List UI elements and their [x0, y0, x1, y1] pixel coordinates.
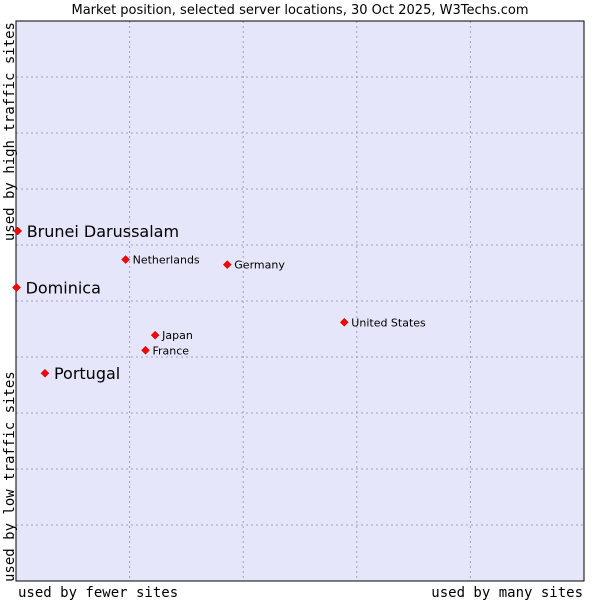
x-axis-label-left: used by fewer sites: [18, 585, 178, 600]
y-axis-label-bottom: used by low traffic sites: [2, 371, 18, 582]
point-label-dominica: Dominica: [26, 279, 101, 298]
plot-frame: [15, 20, 585, 582]
point-label-france: France: [153, 344, 190, 357]
plot-area: [16, 21, 584, 581]
point-marker-united-states: [339, 317, 349, 327]
point-marker-netherlands: [121, 255, 130, 264]
point-marker-brunei-darussalam: [13, 226, 23, 236]
grid-lines: [16, 21, 584, 581]
point-label-portugal: Portugal: [54, 364, 120, 383]
point-marker-france: [141, 345, 150, 355]
chart-title: Market position, selected server locatio…: [71, 3, 528, 18]
y-axis-label-top: used by high traffic sites: [2, 22, 18, 241]
point-label-netherlands: Netherlands: [133, 254, 200, 267]
point-marker-japan: [150, 330, 160, 340]
x-axis-label-right: used by many sites: [431, 585, 583, 600]
point-marker-portugal: [40, 368, 50, 378]
data-points: Brunei Darussalam Dominica Portugal Netherl…: [12, 222, 426, 383]
point-label-germany: Germany: [234, 259, 285, 272]
point-label-brunei-darussalam: Brunei Darussalam: [27, 222, 179, 241]
point-marker-dominica: [12, 283, 21, 292]
point-label-united-states: United States: [351, 316, 426, 329]
point-marker-germany: [222, 260, 232, 269]
point-label-japan: Japan: [161, 329, 193, 342]
